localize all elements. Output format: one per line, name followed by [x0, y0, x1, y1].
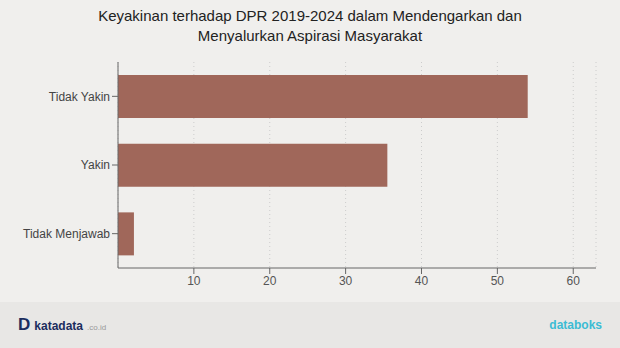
svg-text:10: 10 [187, 274, 201, 288]
html-text:D katadata .co.id: D katadata .co.id [18, 315, 107, 334]
html-text:databoks: databoks [549, 318, 602, 332]
svg-text:Tidak Yakin: Tidak Yakin [49, 90, 110, 104]
svg-text:20: 20 [263, 274, 277, 288]
svg-text:40: 40 [415, 274, 429, 288]
html-text:Keyakinan terhadap DPR 2019-20: Keyakinan terhadap DPR 2019-2024 dalam M… [98, 7, 522, 24]
svg-text:Tidak Menjawab: Tidak Menjawab [23, 227, 110, 241]
svg-text:60: 60 [567, 274, 581, 288]
svg-text:30: 30 [339, 274, 353, 288]
svg-text:Yakin: Yakin [81, 158, 110, 172]
svg-text:50: 50 [491, 274, 505, 288]
html-text:Menyalurkan Aspirasi Masyaraka: Menyalurkan Aspirasi Masyarakat [197, 27, 423, 44]
